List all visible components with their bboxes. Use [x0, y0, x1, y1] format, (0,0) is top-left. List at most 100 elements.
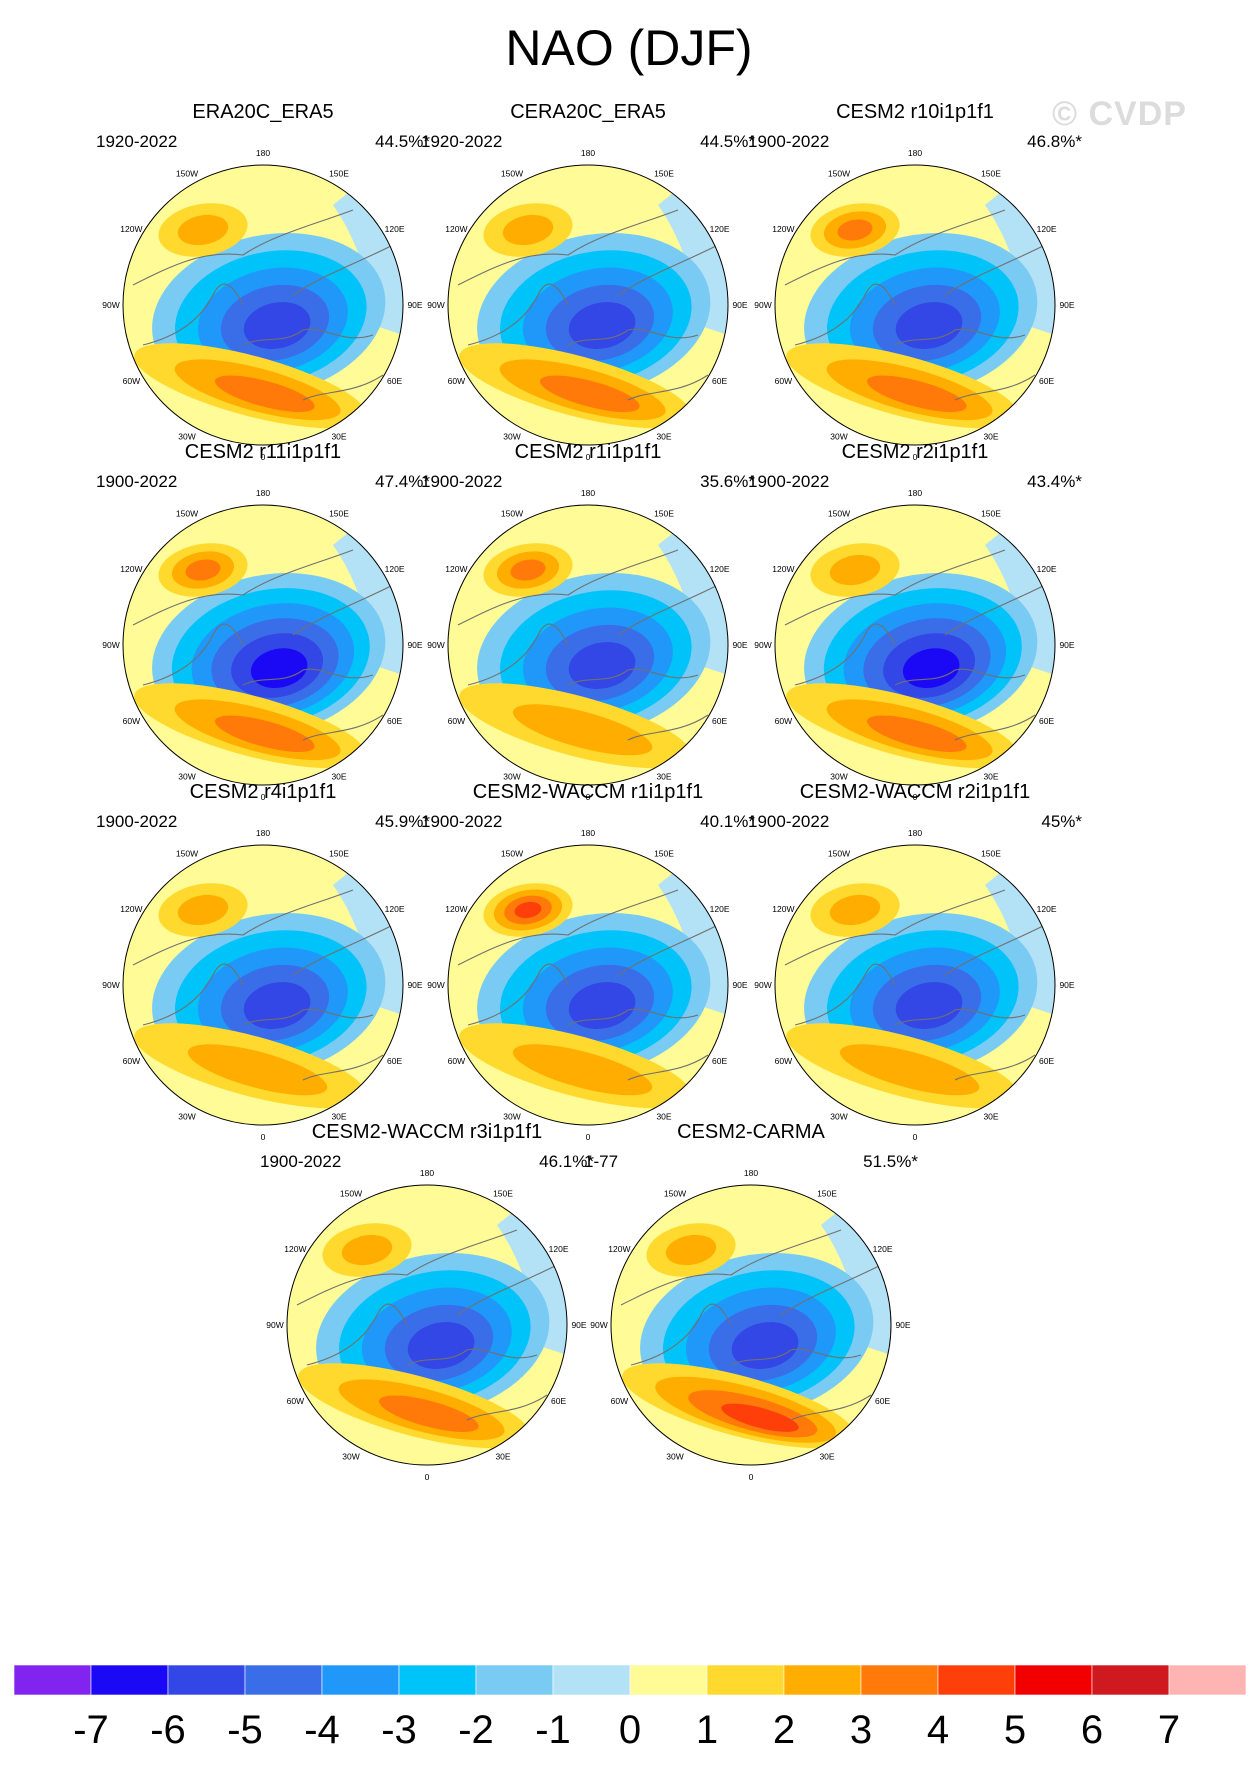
coastlines	[132, 889, 394, 1081]
longitude-label: 150W	[828, 508, 850, 518]
colorbar-tick-label: 7	[1158, 1708, 1180, 1752]
longitude-label: 150E	[329, 168, 349, 178]
colorbar-swatch	[937, 1665, 1016, 1696]
contour-atlantic-3	[867, 375, 967, 412]
panel-variance: 47.4%*	[375, 472, 430, 491]
longitude-label: 150W	[828, 848, 850, 858]
longitude-label: 150E	[654, 168, 674, 178]
map-panel: CESM2 r1i1p1f1 1900-2022 35.6%* 180 150W 150E…	[403, 440, 773, 825]
contour-neg-1-east	[333, 525, 403, 675]
contour-arctic--5	[895, 302, 963, 349]
longitude-label: 90E	[407, 300, 422, 310]
contour-atlantic-2	[512, 1044, 653, 1096]
panel-title: CESM2 r4i1p1f1	[189, 781, 337, 803]
panel-variance: 46.1%*	[539, 1152, 594, 1171]
panel-variance: 44.5%*	[375, 132, 430, 151]
contour-arctic--5	[407, 1322, 475, 1369]
longitude-label: 90W	[102, 300, 119, 310]
colorbar-tick-label: -5	[227, 1708, 263, 1752]
longitude-label: 30W	[503, 432, 520, 442]
panel-title: CESM2-WACCM r1i1p1f1	[472, 781, 704, 803]
longitude-label: 30E	[983, 772, 998, 782]
longitude-label: 120W	[445, 224, 467, 234]
coastlines	[784, 549, 1046, 741]
longitude-label: 150E	[981, 848, 1001, 858]
panel-period: 1900-2022	[421, 812, 503, 831]
contour-atlantic-2	[839, 1044, 980, 1096]
longitude-label: 120W	[772, 904, 794, 914]
longitude-label: 30E	[656, 432, 671, 442]
map-boundary	[447, 164, 729, 446]
longitude-label: 30W	[666, 1452, 683, 1462]
panel-variance: 40.1%*	[700, 812, 755, 831]
contour-pacific-2	[829, 554, 881, 586]
colorbar-swatch	[167, 1665, 246, 1696]
longitude-label: 180	[256, 148, 270, 158]
longitude-label: 60E	[387, 1056, 402, 1066]
contour-pacific-3	[185, 559, 221, 581]
panel-period: 1-77	[584, 1152, 619, 1171]
contour-atlantic-3	[540, 375, 640, 412]
panel-variance: 43.4%*	[1027, 472, 1082, 491]
longitude-label: 120E	[1037, 224, 1057, 234]
page-title: NAO (DJF)	[505, 20, 753, 76]
colorbar: -7 -6 -5 -4 -3 -2 -1 0 1 2 3 4 5 6 7	[14, 1665, 1246, 1752]
longitude-label: 30W	[830, 772, 847, 782]
longitude-label: 180	[908, 828, 922, 838]
contour-atlantic-3	[867, 715, 967, 752]
contour-atlantic-3	[379, 1395, 479, 1432]
longitude-label: 120E	[873, 1244, 893, 1254]
longitude-label: 0	[425, 1472, 430, 1482]
longitude-label: 120W	[120, 904, 142, 914]
colorbar-tick-label: 3	[850, 1708, 872, 1752]
longitude-label: 60E	[1039, 716, 1054, 726]
contour-pacific-2	[829, 894, 881, 926]
longitude-label: 120W	[120, 224, 142, 234]
coastlines	[784, 209, 1046, 401]
panel-title: CESM2 r2i1p1f1	[841, 441, 989, 463]
colorbar-swatch	[90, 1665, 169, 1696]
longitude-label: 0	[261, 792, 266, 802]
longitude-label: 60E	[551, 1396, 566, 1406]
map-panel: CESM2-CARMA 1-77 51.5%* 180 150W 150E 120W 120E…	[566, 1120, 936, 1505]
longitude-label: 0	[913, 1132, 918, 1142]
map-panel: CESM2 r4i1p1f1 1900-2022 45.9%* 180 150W 150E…	[78, 780, 448, 1165]
longitude-label: 60E	[712, 376, 727, 386]
longitude-label: 180	[581, 488, 595, 498]
map-panel: CESM2 r11i1p1f1 1900-2022 47.4%* 180 150W 150…	[78, 440, 448, 825]
longitude-label: 120W	[120, 564, 142, 574]
map-panel: CESM2 r10i1p1f1 1900-2022 46.8%* 180 150W 150…	[730, 100, 1100, 485]
contour-arctic--6	[250, 648, 308, 689]
longitude-label: 30E	[983, 1112, 998, 1122]
longitude-label: 60W	[287, 1396, 304, 1406]
longitude-label: 90W	[754, 980, 771, 990]
longitude-label: 60W	[775, 716, 792, 726]
longitude-label: 180	[256, 828, 270, 838]
polar-map: 180 150W 150E 120W 120E 90W 90E 60W 60E 30W 30E 0	[266, 1168, 587, 1482]
panel-title: CESM2 r1i1p1f1	[514, 441, 662, 463]
longitude-label: 60E	[387, 376, 402, 386]
longitude-label: 120W	[772, 564, 794, 574]
longitude-label: 90W	[754, 300, 771, 310]
map-boundary	[286, 1184, 568, 1466]
longitude-label: 0	[586, 792, 591, 802]
longitude-label: 150W	[340, 1188, 362, 1198]
longitude-label: 150E	[493, 1188, 513, 1198]
contour-arctic--6	[902, 648, 960, 689]
longitude-label: 120W	[772, 224, 794, 234]
colorbar-tick-label: 1	[696, 1708, 718, 1752]
longitude-label: 60E	[387, 716, 402, 726]
longitude-label: 30W	[178, 1112, 195, 1122]
longitude-label: 120W	[608, 1244, 630, 1254]
longitude-label: 90E	[1059, 640, 1074, 650]
longitude-label: 60W	[123, 1056, 140, 1066]
coastlines	[620, 1229, 882, 1421]
coastlines	[457, 889, 719, 1081]
longitude-label: 30E	[495, 1452, 510, 1462]
contour-atlantic-2	[187, 1044, 328, 1096]
colorbar-swatch	[552, 1665, 631, 1696]
longitude-label: 30W	[503, 1112, 520, 1122]
longitude-label: 90E	[732, 300, 747, 310]
map-panel: CESM2-WACCM r2i1p1f1 1900-2022 45%* 180 150W…	[730, 780, 1100, 1165]
coastlines	[784, 889, 1046, 1081]
